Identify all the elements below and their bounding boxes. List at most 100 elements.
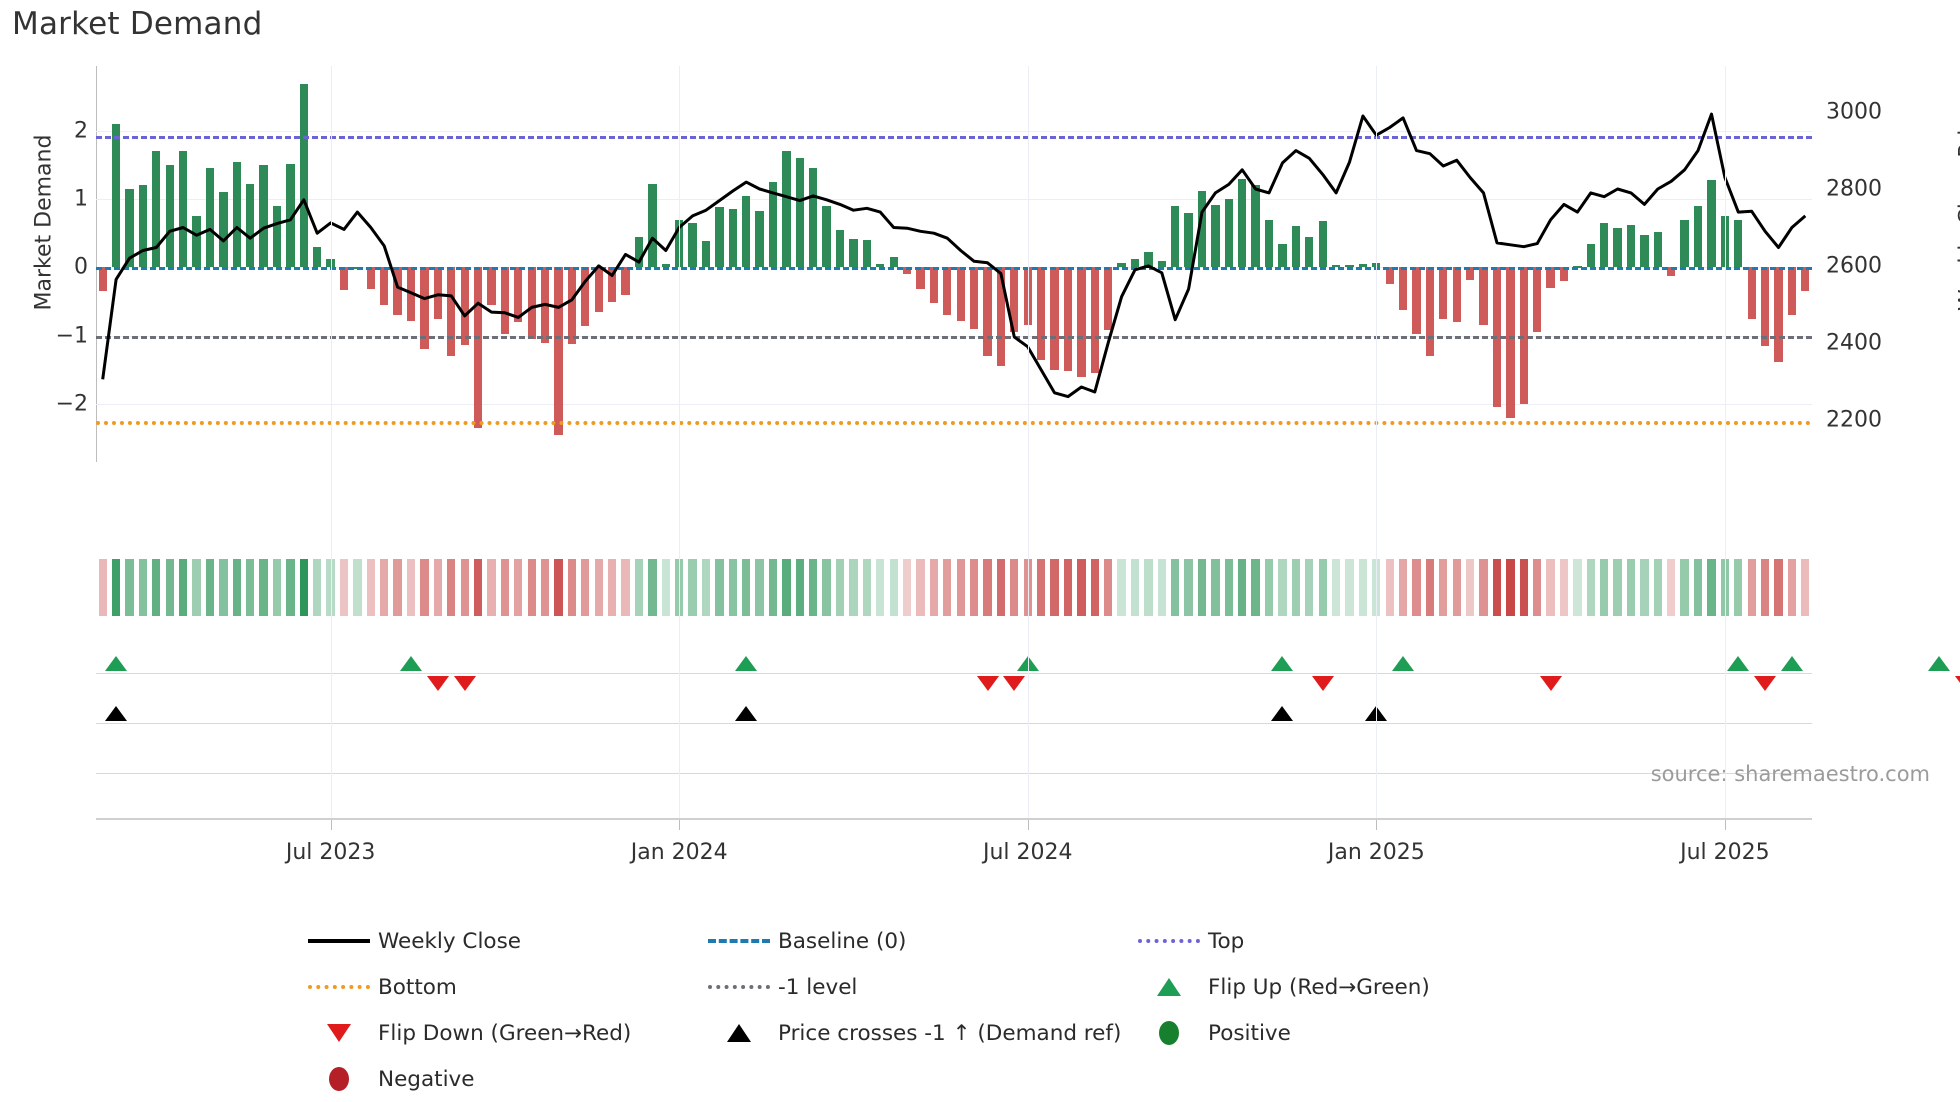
demand-bar — [473, 267, 483, 428]
heatmap-cell — [473, 559, 483, 616]
legend-item[interactable]: Price crosses -1 ↑ (Demand ref) — [700, 1014, 1130, 1052]
heatmap-cell — [1224, 559, 1233, 616]
legend-item[interactable]: Top — [1130, 922, 1560, 960]
heatmap-cell — [567, 559, 577, 616]
legend-swatch — [327, 1024, 351, 1042]
demand-bar — [1385, 267, 1394, 285]
triangle-down-red-icon — [300, 1024, 378, 1042]
heatmap-cell — [768, 559, 778, 616]
demand-bar — [1197, 190, 1207, 268]
legend-item[interactable]: Flip Up (Red→Green) — [1130, 968, 1560, 1006]
heatmap-cell — [1305, 559, 1314, 616]
legend-swatch — [727, 1024, 751, 1042]
demand-bar — [1130, 259, 1140, 268]
demand-bar — [1559, 267, 1569, 282]
heatmap-cell — [1197, 559, 1207, 616]
heatmap-cell — [1278, 559, 1287, 616]
legend-swatch — [1138, 939, 1200, 943]
heatmap-cell — [742, 559, 751, 616]
heatmap-cell — [326, 559, 335, 616]
y2-tick-label: 2400 — [1826, 330, 1882, 356]
demand-bar — [768, 182, 778, 268]
demand-bar — [715, 207, 724, 268]
demand-bar — [1734, 219, 1743, 268]
heatmap-cell — [1130, 559, 1140, 616]
legend-label: Weekly Close — [378, 928, 522, 954]
heatmap-cell — [1667, 559, 1676, 616]
legend-swatch — [708, 985, 770, 989]
demand-bar — [876, 264, 885, 268]
demand-bar — [835, 229, 845, 268]
legend-item[interactable]: Baseline (0) — [700, 922, 1130, 960]
demand-bar — [1412, 267, 1421, 334]
heatmap-cell — [1734, 559, 1743, 616]
demand-bar — [433, 267, 442, 319]
legend-item[interactable]: Bottom — [300, 968, 700, 1006]
demand-bar — [1613, 227, 1622, 268]
reference-line-bottom — [96, 421, 1812, 426]
heatmap-cell — [540, 559, 550, 616]
spacer-row-1 — [96, 773, 1812, 774]
legend-label: Flip Down (Green→Red) — [378, 1020, 632, 1046]
heatmap-cell — [219, 559, 228, 616]
x-tick-mark — [679, 820, 681, 830]
heatmap-cell — [1452, 559, 1461, 616]
legend-label: Top — [1208, 928, 1245, 954]
y2-tick-label: 2200 — [1826, 407, 1882, 433]
legend-label: Price crosses -1 ↑ (Demand ref) — [778, 1020, 1122, 1046]
heatmap-cell — [1050, 559, 1059, 616]
demand-bar — [1372, 263, 1381, 268]
flip-down-marker — [976, 676, 999, 691]
heatmap-cell — [1372, 559, 1381, 616]
heatmap-cell — [1036, 559, 1046, 616]
heatmap-cell — [1238, 559, 1247, 616]
heatmap-cell — [152, 559, 161, 616]
y2-tick-label: 2800 — [1826, 176, 1882, 202]
demand-bar — [232, 161, 241, 268]
y-axis-right-label: Weekly Close Price — [1955, 104, 1960, 311]
flip-down-marker — [1754, 676, 1777, 691]
demand-bar — [313, 246, 322, 268]
demand-bar — [192, 216, 201, 268]
heatmap-cell — [1492, 559, 1502, 616]
demand-bars — [96, 66, 1812, 462]
flip-down-marker — [1539, 676, 1562, 691]
demand-bar — [299, 84, 308, 268]
heatmap-cell — [1104, 559, 1113, 616]
legend-item[interactable]: Flip Down (Green→Red) — [300, 1014, 700, 1052]
demand-bar — [1506, 267, 1515, 418]
legend-item[interactable]: Positive — [1130, 1014, 1560, 1052]
heatmap-cell — [929, 559, 939, 616]
demand-bar — [1358, 264, 1368, 268]
legend-label: Positive — [1208, 1020, 1291, 1046]
gridline — [96, 199, 1812, 201]
legend-item[interactable]: -1 level — [700, 968, 1130, 1006]
flip-up-marker — [400, 656, 423, 671]
heatmap-cell — [1171, 559, 1180, 616]
heatmap-cell — [1211, 559, 1220, 616]
demand-bar — [460, 267, 469, 345]
demand-bar — [929, 267, 939, 303]
heatmap-cell — [165, 559, 174, 616]
heatmap-cell — [1586, 559, 1595, 616]
demand-bar — [98, 267, 107, 292]
demand-bar — [1345, 264, 1354, 268]
demand-bar — [165, 165, 174, 268]
reference-line-lvl — [96, 335, 1812, 339]
legend-label: Bottom — [378, 974, 457, 1000]
x-gridline — [1376, 66, 1378, 818]
y2-tick-label: 2600 — [1826, 253, 1882, 279]
legend-label: Baseline (0) — [778, 928, 907, 954]
heatmap-cell — [1291, 559, 1300, 616]
demand-bar — [755, 211, 764, 268]
legend-swatch — [308, 985, 370, 989]
demand-bar — [447, 267, 456, 357]
heatmap-cell — [192, 559, 201, 616]
demand-bar — [996, 267, 1006, 367]
demand-bar — [1425, 267, 1435, 357]
heatmap-cell — [1787, 559, 1797, 616]
legend-item[interactable]: Weekly Close — [300, 922, 700, 960]
x-gridline — [330, 66, 332, 818]
legend-item[interactable]: Negative — [300, 1060, 700, 1098]
y-tick-label: −2 — [55, 391, 88, 417]
